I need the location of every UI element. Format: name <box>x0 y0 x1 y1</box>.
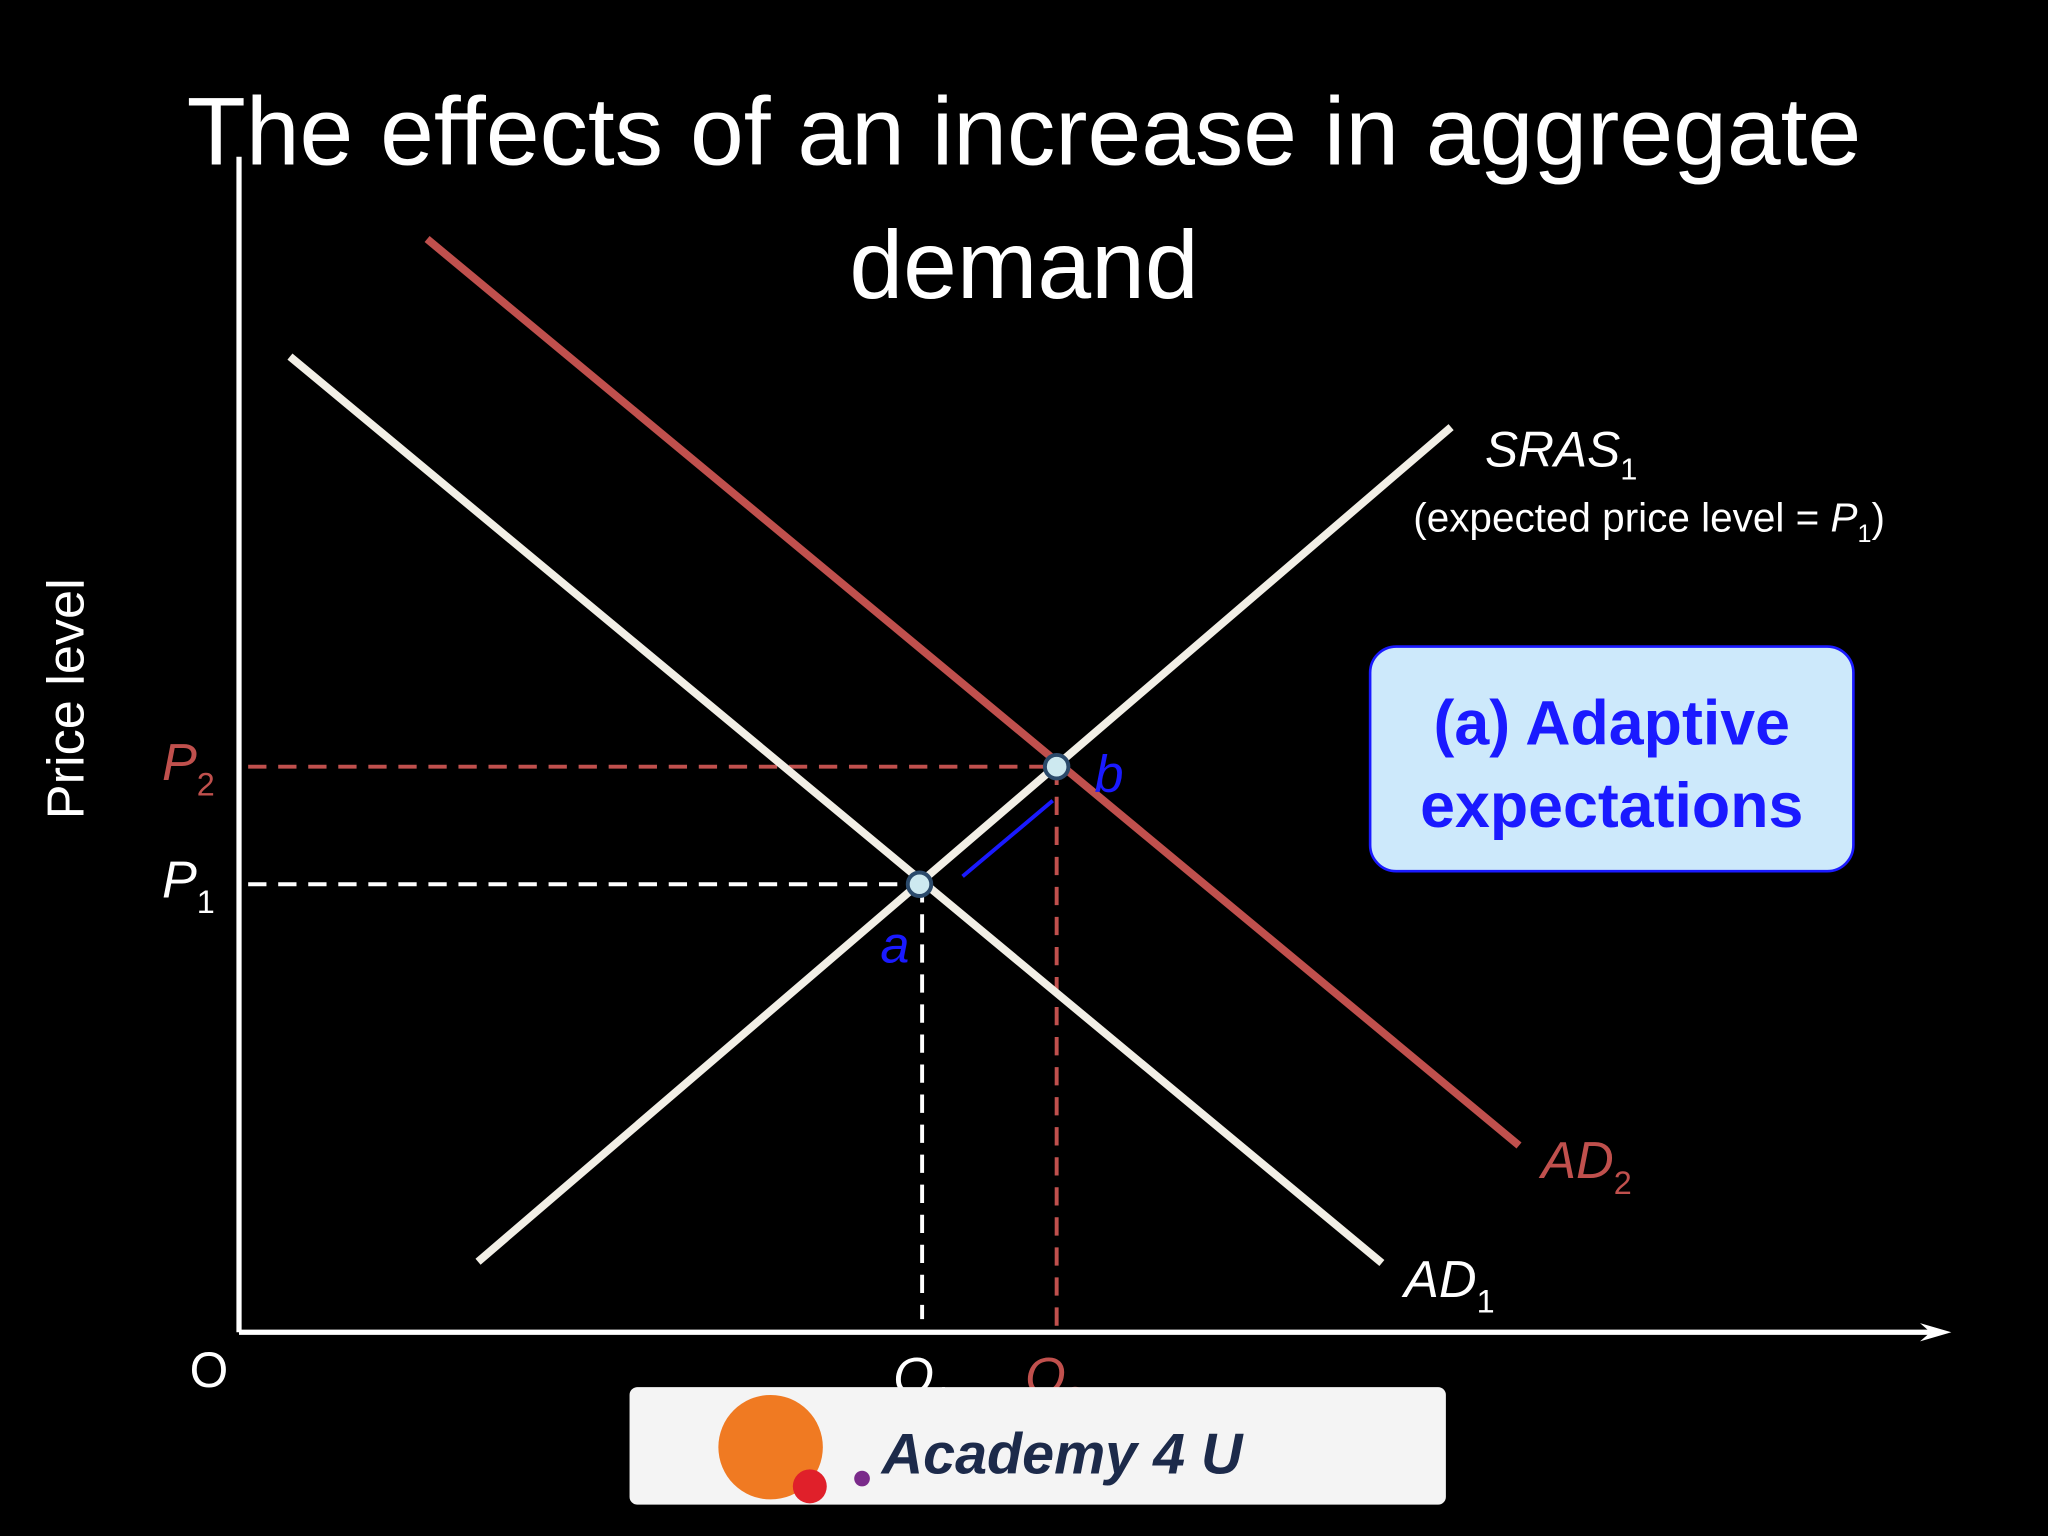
point-a-label: a <box>880 917 909 975</box>
callout-box <box>1368 645 1855 873</box>
ad2-label: AD2 <box>1538 1132 1632 1201</box>
sras-note: (expected price level = P1) <box>1413 495 1885 548</box>
point-a <box>905 870 934 898</box>
note-sub: 1 <box>1858 520 1872 548</box>
note-text: (expected price level = <box>1413 495 1830 541</box>
sras-curve <box>475 424 1454 1265</box>
label-sub: 2 <box>197 766 215 802</box>
label-sub: 1 <box>1620 451 1637 486</box>
title: demand <box>849 212 1198 319</box>
label-sub: 2 <box>1614 1165 1632 1201</box>
label-main: AD <box>1401 1251 1477 1309</box>
label-main: SRAS <box>1485 421 1620 477</box>
label-sub: 1 <box>197 884 215 920</box>
callout-text: expectations <box>1420 771 1803 841</box>
ad1-label: AD1 <box>1401 1251 1495 1320</box>
y-axis-label: Price level <box>38 578 96 819</box>
logo-dot <box>792 1469 827 1504</box>
label-main: P <box>162 851 197 909</box>
origin-label: O <box>190 1342 229 1398</box>
note-text: ) <box>1871 495 1884 541</box>
x-axis-arrow <box>1920 1323 1952 1342</box>
point-b-label: b <box>1095 746 1124 804</box>
point-b <box>1042 752 1071 781</box>
sras-label: SRAS1 <box>1485 421 1637 486</box>
label-main: AD <box>1538 1132 1614 1190</box>
label-main: P <box>162 734 197 792</box>
callout-text: (a) Adaptive <box>1434 688 1790 758</box>
title: The effects of an increase in aggregate <box>187 79 1861 186</box>
logo-banner <box>629 1387 1446 1505</box>
logo-text: Academy 4 U <box>880 1422 1244 1486</box>
p1-label: P1 <box>162 851 215 920</box>
movement-arrow <box>961 799 1054 878</box>
ad2-curve <box>424 236 1522 1149</box>
note-var: P <box>1831 495 1858 541</box>
p2-label: P2 <box>162 734 215 803</box>
ad1-curve <box>287 353 1385 1267</box>
logo-icon <box>718 1394 823 1500</box>
label-sub: 1 <box>1477 1284 1495 1320</box>
logo-dot <box>854 1470 870 1487</box>
